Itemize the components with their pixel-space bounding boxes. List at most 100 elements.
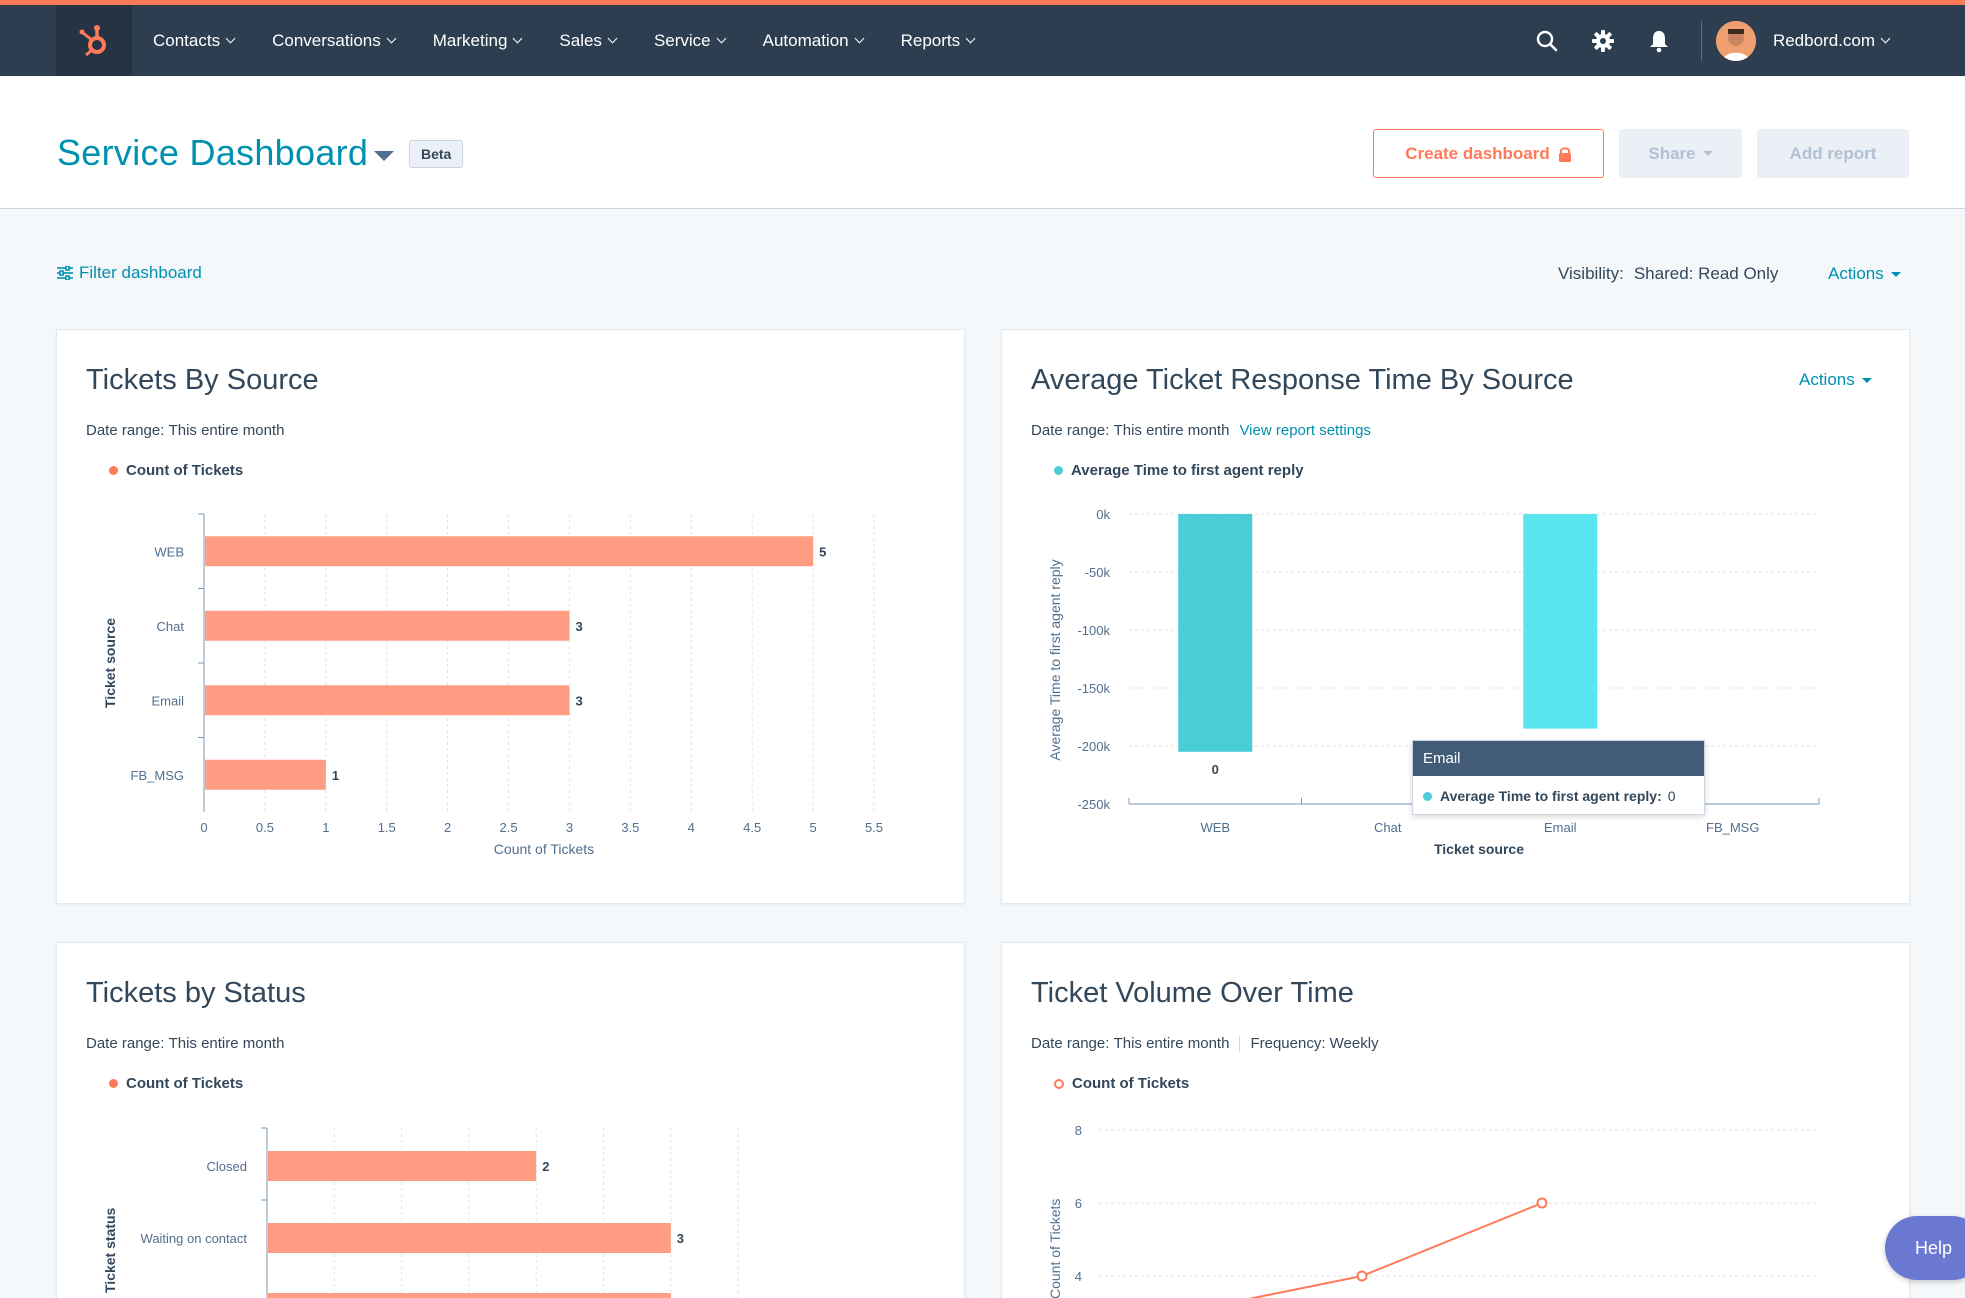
report-actions-menu[interactable]: Actions (1799, 370, 1872, 390)
hubspot-sprocket-icon (79, 24, 106, 56)
nav-label: Sales (559, 30, 602, 50)
avg-response-time-chart: 0k -50k -100k -150k -200k -250k WEB Chat Email FB… (1047, 507, 1820, 857)
x-tick-label: 4 (688, 820, 695, 835)
y-tick-label: -50k (1085, 565, 1111, 580)
bar (1178, 514, 1253, 752)
data-label: 3 (677, 1231, 684, 1246)
bar (205, 759, 326, 790)
lock-icon (1558, 146, 1571, 162)
chevron-down-icon (716, 33, 727, 43)
chart-legend: Count of Tickets (1054, 1075, 1189, 1092)
y-tick-label: -200k (1077, 739, 1110, 754)
chart-legend: Count of Tickets (109, 1075, 243, 1092)
nav-right-tools: Redbord.com (1519, 5, 1965, 76)
y-tick-label: 0k (1096, 507, 1110, 522)
chevron-down-icon (1880, 33, 1891, 43)
create-dashboard-button[interactable]: Create dashboard (1373, 129, 1604, 178)
x-tick-label: 1 (322, 820, 329, 835)
legend-label: Count of Tickets (1072, 1075, 1190, 1092)
gear-icon (1591, 29, 1614, 52)
search-button[interactable] (1519, 5, 1575, 76)
hubspot-logo-button[interactable] (56, 5, 132, 76)
bar (268, 1223, 671, 1253)
y-tick-label: 6 (1075, 1196, 1082, 1211)
dashboard-switcher-caret-icon[interactable] (374, 151, 394, 161)
date-range: Date range: This entire month (86, 422, 284, 439)
settings-button[interactable] (1575, 5, 1631, 76)
y-tick-label: Closed (207, 1159, 247, 1174)
date-range: Date range: This entire month (86, 1035, 284, 1052)
x-tick-label: FB_MSG (1706, 820, 1759, 835)
help-button[interactable]: Help (1885, 1216, 1965, 1280)
bar (205, 610, 570, 641)
legend-label: Average Time to first agent reply (1071, 462, 1304, 479)
tickets-by-source-chart: 0 0.5 1 1.5 2 2.5 3 3.5 4 4.5 5 5.5 5 WEB 3 Chat 3 Email 1… (102, 513, 883, 857)
card-title: Tickets By Source (86, 364, 319, 396)
chevron-down-icon (225, 33, 236, 43)
visibility-label: Visibility: (1558, 264, 1624, 283)
tooltip-body: Average Time to first agent reply: 0 (1413, 776, 1704, 816)
nav-conversations[interactable]: Conversations (272, 30, 397, 51)
add-report-button[interactable]: Add report (1757, 129, 1909, 178)
x-tick-label: WEB (1200, 820, 1230, 835)
x-tick-label: Chat (1374, 820, 1402, 835)
actions-label: Actions (1828, 264, 1884, 283)
x-tick-label: 0.5 (256, 820, 274, 835)
chart-legend: Average Time to first agent reply (1054, 462, 1304, 479)
nav-sales[interactable]: Sales (559, 30, 618, 51)
page-title: Service Dashboard (57, 132, 369, 173)
series-line (1248, 1202, 1543, 1298)
avatar[interactable] (1715, 20, 1756, 61)
x-tick-label: 0 (200, 820, 207, 835)
create-dashboard-label: Create dashboard (1405, 143, 1550, 163)
nav-automation[interactable]: Automation (762, 30, 865, 51)
y-tick-label: FB_MSG (131, 768, 184, 783)
date-range-value: This entire month (1113, 1035, 1230, 1052)
date-range-value: This entire month (1113, 422, 1230, 439)
caret-down-icon (1702, 151, 1713, 156)
tickets-by-source-card: Tickets By Source Date range: This entir… (56, 329, 965, 904)
data-label: 5 (819, 544, 826, 559)
date-range: Date range: This entire month Frequency: … (1031, 1035, 1379, 1052)
tickets-by-status-card: Tickets by Status Date range: This entir… (56, 942, 965, 1298)
user-avatar-icon (1715, 20, 1756, 61)
help-label: Help (1915, 1237, 1953, 1258)
sliders-icon (57, 266, 73, 280)
y-axis-title: Count of Tickets (1047, 1199, 1063, 1298)
legend-dot (109, 1079, 118, 1088)
date-range-label: Date range: (86, 1035, 165, 1052)
chevron-down-icon (854, 33, 865, 43)
bar (205, 536, 814, 567)
nav-contacts[interactable]: Contacts (153, 31, 236, 51)
y-tick-label: Waiting on contact (141, 1231, 248, 1246)
data-label: 3 (575, 693, 582, 708)
filter-dashboard-link[interactable]: Filter dashboard (57, 263, 202, 283)
nav-marketing[interactable]: Marketing (433, 31, 523, 51)
view-report-settings-link[interactable]: View report settings (1239, 422, 1371, 439)
nav-service[interactable]: Service (654, 31, 727, 51)
visibility-status: Visibility: Shared: Read Only (1558, 264, 1778, 284)
caret-down-icon (1861, 377, 1872, 383)
y-tick-label: Chat (157, 619, 185, 634)
share-button[interactable]: Share (1619, 129, 1742, 178)
chevron-down-icon (607, 33, 618, 43)
data-point (1536, 1197, 1548, 1209)
nav-reports[interactable]: Reports (901, 31, 976, 51)
chevron-down-icon (386, 33, 397, 43)
nav-label: Automation (762, 30, 849, 50)
bar (1523, 514, 1598, 729)
nav-label: Conversations (272, 30, 381, 50)
notifications-button[interactable] (1631, 5, 1687, 76)
x-tick-label: 3.5 (621, 820, 639, 835)
frequency-label: Frequency: (1250, 1035, 1326, 1052)
chart-tooltip: Email Average Time to first agent reply:… (1412, 740, 1705, 815)
account-menu[interactable]: Redbord.com (1773, 31, 1891, 51)
x-axis-title: Ticket source (1434, 841, 1524, 857)
tooltip-value: 0 (1667, 788, 1676, 804)
data-label: 2 (542, 1159, 549, 1174)
data-label: 3 (575, 619, 582, 634)
x-tick-label: Email (1544, 820, 1577, 835)
card-title: Ticket Volume Over Time (1031, 977, 1354, 1009)
dashboard-actions-menu[interactable]: Actions (1828, 264, 1901, 284)
legend-dot (1054, 1078, 1064, 1089)
